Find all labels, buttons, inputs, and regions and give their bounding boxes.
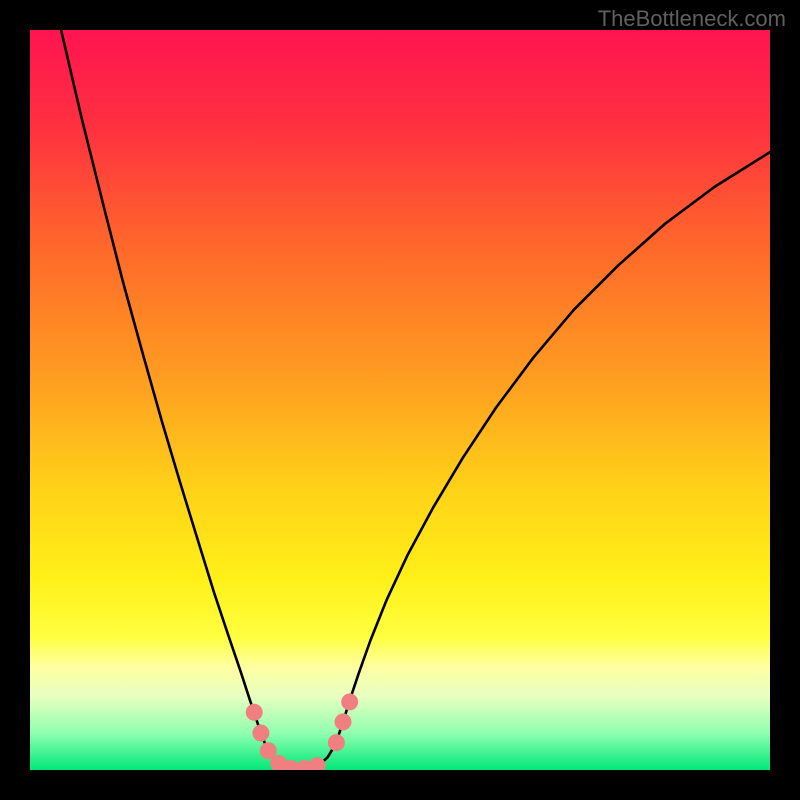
chart-svg [30, 30, 770, 770]
curve-marker [252, 725, 269, 742]
curve-marker [341, 693, 358, 710]
watermark-text: TheBottleneck.com [598, 6, 786, 32]
chart-frame: TheBottleneck.com [0, 0, 800, 800]
plot-area [30, 30, 770, 770]
curve-marker [246, 704, 263, 721]
curve-marker [328, 734, 345, 751]
gradient-background [30, 30, 770, 770]
curve-marker [335, 713, 352, 730]
